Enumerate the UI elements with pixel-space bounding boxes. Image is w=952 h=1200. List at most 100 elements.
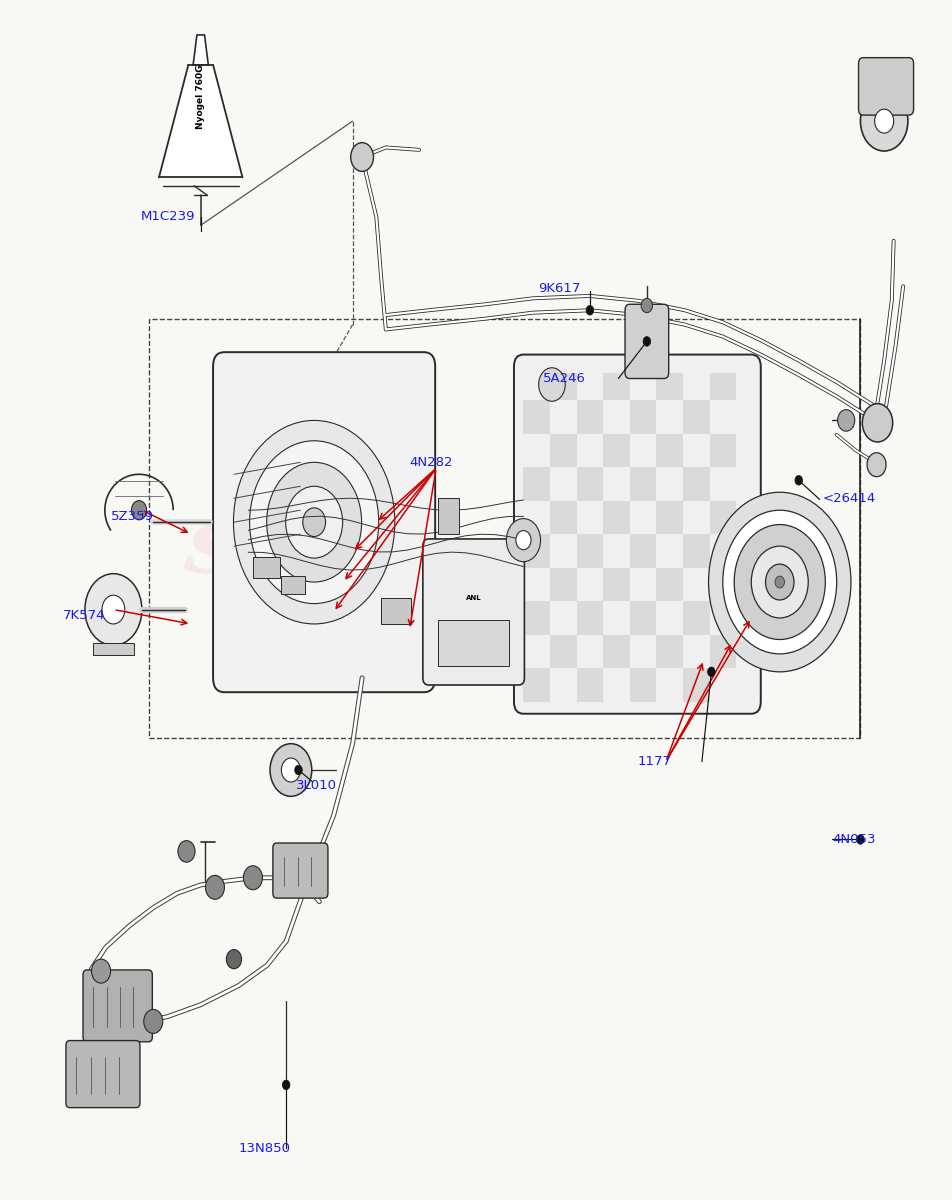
Bar xyxy=(577,601,604,635)
Bar xyxy=(524,601,550,635)
Bar xyxy=(604,372,630,400)
Bar xyxy=(577,467,604,500)
Bar xyxy=(630,601,656,635)
Circle shape xyxy=(795,475,803,485)
Circle shape xyxy=(875,109,894,133)
FancyBboxPatch shape xyxy=(213,352,435,692)
Bar xyxy=(709,500,736,534)
Circle shape xyxy=(775,576,784,588)
Circle shape xyxy=(206,875,225,899)
Bar xyxy=(577,534,604,568)
Bar xyxy=(550,433,577,467)
Circle shape xyxy=(244,865,263,889)
Circle shape xyxy=(350,143,373,172)
Bar xyxy=(524,467,550,500)
Text: M1C239: M1C239 xyxy=(140,210,195,223)
Circle shape xyxy=(723,510,837,654)
Circle shape xyxy=(863,403,893,442)
Circle shape xyxy=(233,420,395,624)
Circle shape xyxy=(516,530,531,550)
Bar xyxy=(282,576,306,594)
Circle shape xyxy=(539,367,565,401)
Bar xyxy=(630,400,656,433)
FancyBboxPatch shape xyxy=(83,970,152,1042)
Bar xyxy=(656,372,683,400)
Text: 5A246: 5A246 xyxy=(543,372,585,385)
Bar xyxy=(438,498,459,534)
Polygon shape xyxy=(159,65,243,178)
Bar xyxy=(683,668,709,702)
Text: 4N053: 4N053 xyxy=(832,833,876,846)
Circle shape xyxy=(861,91,908,151)
FancyBboxPatch shape xyxy=(273,844,327,898)
Text: scuderia: scuderia xyxy=(179,500,640,652)
Circle shape xyxy=(295,766,303,775)
Bar xyxy=(656,433,683,467)
Circle shape xyxy=(641,299,652,313)
Circle shape xyxy=(857,835,864,845)
Bar xyxy=(577,668,604,702)
Bar xyxy=(550,500,577,534)
Text: <26414: <26414 xyxy=(823,492,876,505)
Circle shape xyxy=(707,667,715,677)
Bar xyxy=(438,620,509,666)
Bar xyxy=(656,568,683,601)
Text: 13N850: 13N850 xyxy=(239,1142,290,1154)
Circle shape xyxy=(734,524,825,640)
Circle shape xyxy=(91,959,110,983)
Bar xyxy=(683,601,709,635)
Bar xyxy=(92,643,134,655)
Circle shape xyxy=(586,306,594,316)
Circle shape xyxy=(131,500,147,520)
Bar xyxy=(577,400,604,433)
Circle shape xyxy=(506,518,541,562)
Bar xyxy=(524,668,550,702)
Circle shape xyxy=(708,492,851,672)
FancyBboxPatch shape xyxy=(423,539,525,685)
Bar xyxy=(656,635,683,668)
Bar xyxy=(683,534,709,568)
Circle shape xyxy=(178,841,195,862)
Circle shape xyxy=(267,462,362,582)
Text: 5Z359: 5Z359 xyxy=(110,510,153,523)
Bar xyxy=(630,534,656,568)
FancyBboxPatch shape xyxy=(859,58,914,115)
Circle shape xyxy=(282,758,301,782)
Text: 7K574: 7K574 xyxy=(63,610,106,622)
Bar xyxy=(709,568,736,601)
Text: Nyogel 760G: Nyogel 760G xyxy=(196,65,206,130)
Bar xyxy=(630,467,656,500)
Bar xyxy=(604,635,630,668)
Bar xyxy=(630,668,656,702)
Polygon shape xyxy=(193,35,208,65)
FancyBboxPatch shape xyxy=(514,354,761,714)
Circle shape xyxy=(270,744,312,797)
Bar xyxy=(253,557,280,578)
Bar xyxy=(604,500,630,534)
Circle shape xyxy=(85,574,142,646)
Bar xyxy=(550,568,577,601)
Text: 4N282: 4N282 xyxy=(409,456,453,469)
Bar xyxy=(149,319,861,738)
Bar xyxy=(709,433,736,467)
Circle shape xyxy=(144,1009,163,1033)
Circle shape xyxy=(286,486,343,558)
Circle shape xyxy=(283,1080,290,1090)
Bar xyxy=(683,467,709,500)
Bar xyxy=(550,635,577,668)
Bar xyxy=(381,598,411,624)
Bar xyxy=(709,635,736,668)
Circle shape xyxy=(249,440,379,604)
Text: 3L010: 3L010 xyxy=(296,779,337,792)
Circle shape xyxy=(867,452,886,476)
Bar xyxy=(709,372,736,400)
Text: 9K617: 9K617 xyxy=(538,282,580,295)
Circle shape xyxy=(643,337,650,346)
Text: ANL: ANL xyxy=(466,595,482,601)
Circle shape xyxy=(838,409,855,431)
Circle shape xyxy=(102,595,125,624)
Text: 1177: 1177 xyxy=(638,755,671,768)
Circle shape xyxy=(227,949,242,968)
Circle shape xyxy=(751,546,808,618)
Bar xyxy=(524,534,550,568)
